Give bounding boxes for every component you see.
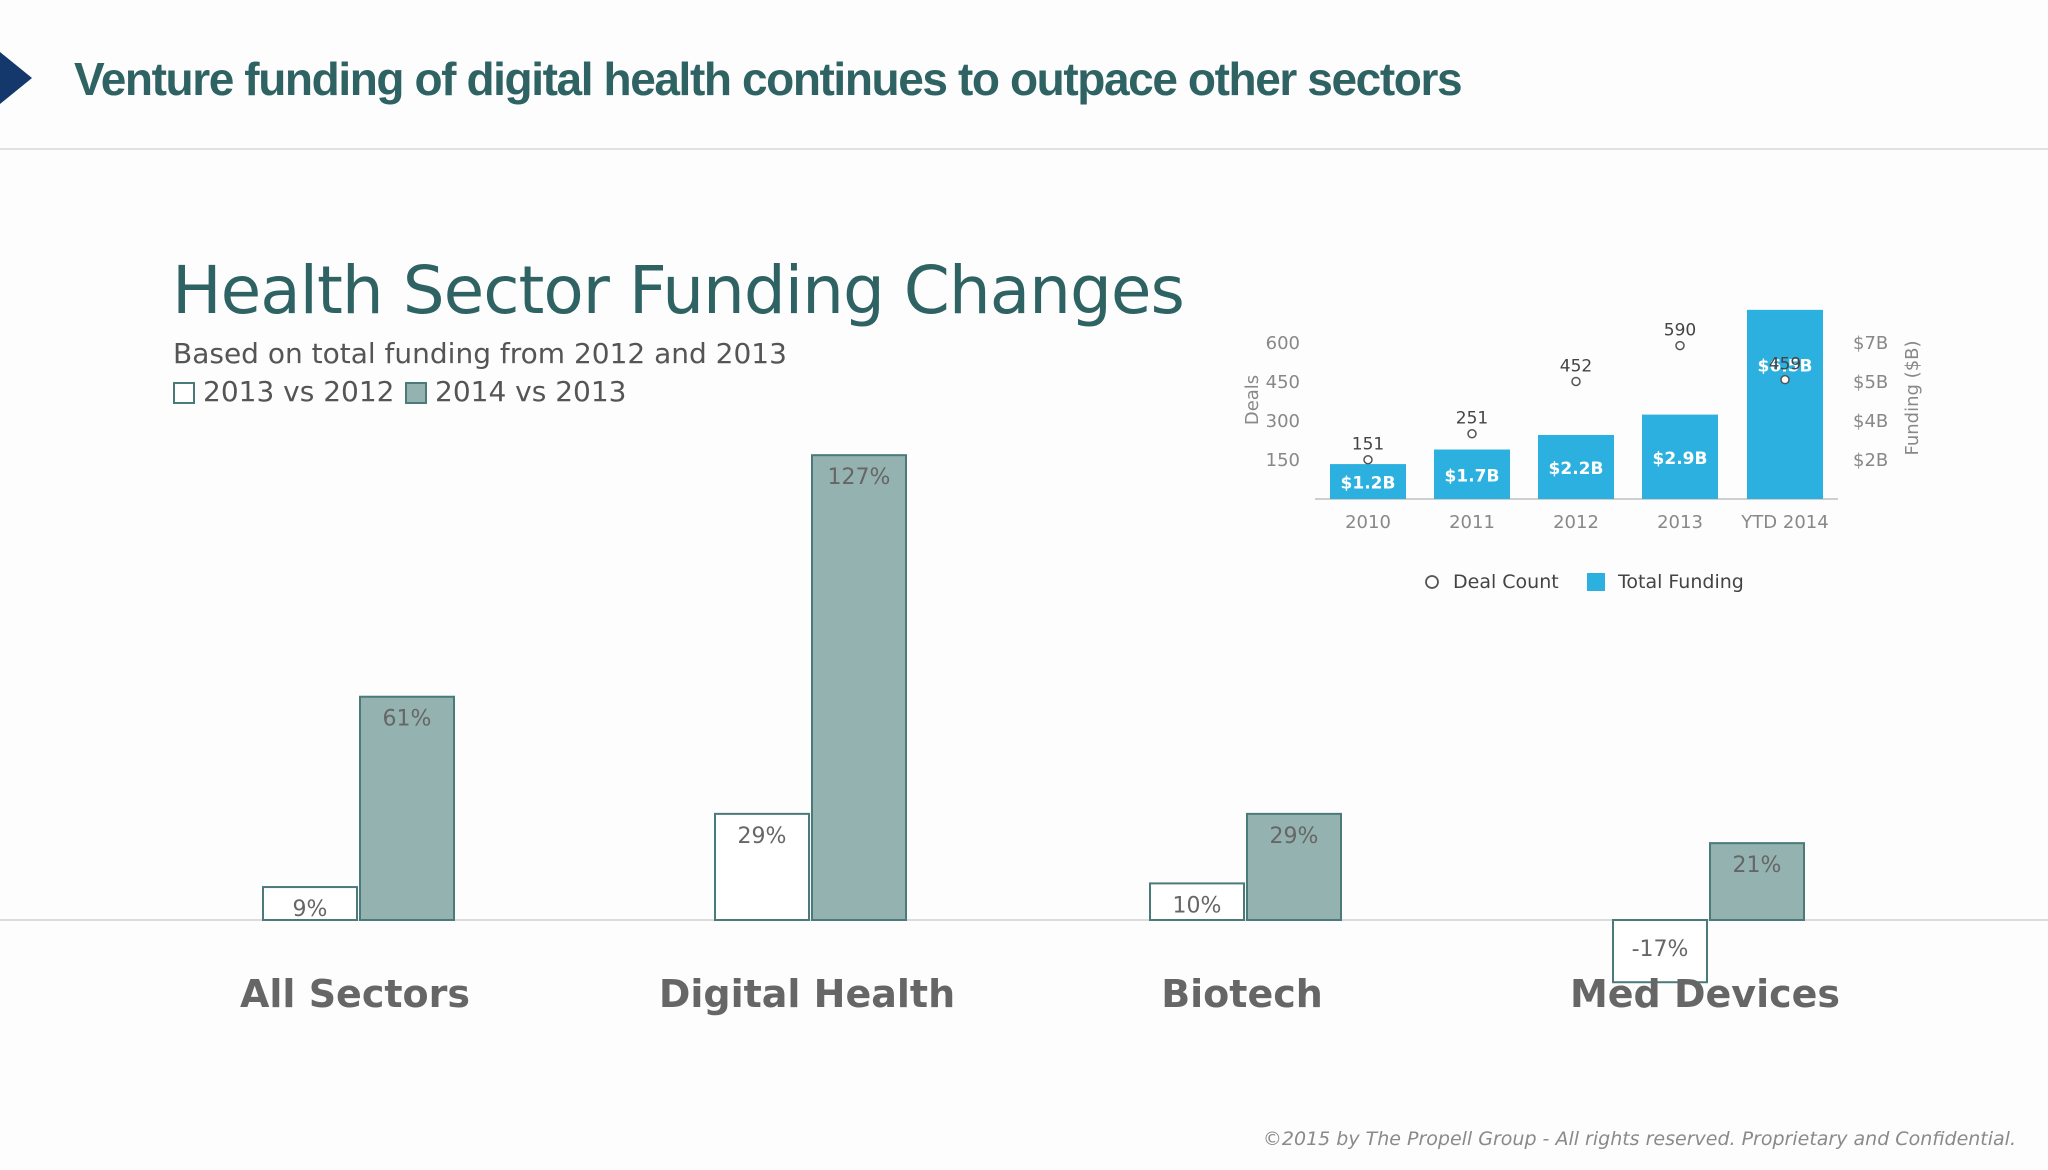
category-label: Digital Health	[659, 972, 955, 1016]
right-tick-label: $5B	[1853, 372, 1888, 393]
deal-count-marker	[1675, 340, 1685, 351]
funding-bar	[1747, 309, 1823, 499]
data-label: 9%	[293, 897, 328, 922]
legend-deal-count-label: Deal Count	[1453, 571, 1559, 593]
funding-label: $2.2B	[1549, 459, 1604, 479]
funding-label: $1.7B	[1445, 466, 1500, 486]
legend-swatch-outline	[173, 382, 195, 404]
title-divider	[0, 148, 2048, 150]
funding-label: $2.9B	[1653, 449, 1708, 469]
bar-2014-vs-2013	[1246, 812, 1342, 921]
deal-count-label: 459	[1769, 355, 1801, 375]
funding-bar	[1434, 449, 1510, 499]
bar-2013-vs-2012	[714, 812, 810, 921]
deal-count-marker	[1571, 376, 1581, 387]
right-tick-label: $7B	[1853, 333, 1888, 354]
year-label: 2011	[1449, 512, 1495, 533]
funding-bar	[1330, 464, 1406, 499]
inset-funding-chart: 150 300 450 600 $2B $4B $5B $7B Deals Funding ($B…	[1242, 309, 1923, 593]
bar-2014-vs-2013	[1709, 842, 1805, 922]
funding-bar	[1642, 414, 1718, 499]
left-tick-label: 450	[1266, 372, 1300, 393]
data-label: 21%	[1733, 853, 1782, 878]
data-label: 10%	[1173, 893, 1222, 918]
year-label: YTD 2014	[1740, 512, 1828, 533]
legend-swatch-filled	[405, 382, 427, 404]
deal-count-label: 151	[1352, 435, 1384, 455]
category-label: All Sectors	[240, 972, 470, 1016]
right-tick-label: $2B	[1853, 450, 1888, 471]
category-label: Biotech	[1161, 972, 1323, 1016]
legend-label: 2013 vs 2012	[203, 375, 395, 408]
data-label: 29%	[1270, 824, 1319, 849]
chart-subtitle: Based on total funding from 2012 and 201…	[173, 337, 787, 370]
legend-label: 2014 vs 2013	[435, 375, 627, 408]
funding-label: $6.5B	[1758, 356, 1813, 376]
bar-2013-vs-2012	[1612, 919, 1708, 984]
funding-bar	[1538, 434, 1614, 499]
legend-funding-label: Total Funding	[1617, 571, 1744, 593]
bar-2014-vs-2013	[359, 695, 455, 921]
year-label: 2012	[1553, 512, 1599, 533]
corner-arrow-icon	[0, 52, 32, 104]
data-label: 29%	[738, 824, 787, 849]
year-label: 2013	[1657, 512, 1703, 533]
left-axis-title: Deals	[1242, 375, 1263, 425]
right-tick-label: $4B	[1853, 411, 1888, 432]
slide-title: Venture funding of digital health contin…	[74, 53, 1463, 105]
data-label: -17%	[1632, 937, 1689, 962]
legend-item-2013-vs-2012: 2013 vs 2012	[173, 375, 394, 408]
legend-deal-count-marker	[1425, 575, 1439, 589]
deal-count-marker	[1780, 374, 1790, 385]
left-tick-label: 150	[1266, 450, 1300, 471]
deal-count-marker	[1467, 428, 1477, 439]
funding-label: $1.2B	[1341, 474, 1396, 494]
deal-count-label: 452	[1560, 356, 1592, 376]
bar-2013-vs-2012	[1149, 882, 1245, 922]
deal-count-label: 590	[1664, 321, 1696, 341]
data-label: 127%	[828, 465, 891, 490]
left-tick-label: 300	[1266, 411, 1300, 432]
left-tick-label: 600	[1266, 333, 1300, 354]
category-label: Med Devices	[1570, 972, 1840, 1016]
bar-2014-vs-2013	[811, 454, 907, 921]
data-label: 61%	[383, 707, 432, 732]
chart-title: Health Sector Funding Changes	[172, 252, 1185, 329]
legend-item-2014-vs-2013: 2014 vs 2013	[405, 375, 626, 408]
copyright-notice: ©2015 by The Propell Group - All rights …	[1262, 1128, 2016, 1150]
deal-count-label: 251	[1456, 409, 1488, 429]
year-label: 2010	[1345, 512, 1391, 533]
bar-2013-vs-2012	[262, 886, 358, 921]
right-axis-title: Funding ($B)	[1902, 340, 1923, 455]
deal-count-marker	[1363, 454, 1373, 465]
legend-funding-swatch	[1587, 573, 1605, 591]
